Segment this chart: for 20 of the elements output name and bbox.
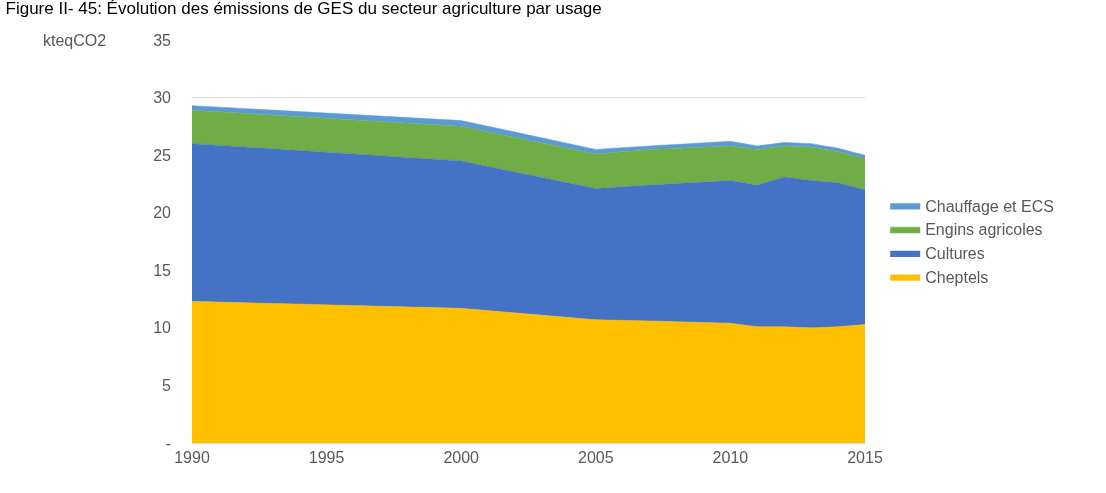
y-tick-label: 20 <box>153 204 172 222</box>
legend-label: Cheptels <box>925 269 989 287</box>
x-tick-label: 1990 <box>174 449 210 467</box>
x-tick-label: 2005 <box>578 449 614 467</box>
x-tick-label: 2010 <box>712 449 749 467</box>
legend-label: Chauffage et ECS <box>925 197 1054 215</box>
chart-title: Figure II- 45: Évolution des émissions de GES du secteur agriculture par usage <box>5 0 602 19</box>
y-tick-label: 15 <box>153 261 172 279</box>
y-tick-label: 35 <box>153 31 172 49</box>
y-tick-label: 5 <box>162 377 172 395</box>
legend-label: Cultures <box>925 245 985 263</box>
x-tick-label: 2015 <box>847 449 883 467</box>
legend-label: Engins agricoles <box>925 221 1043 239</box>
y-tick-label: 10 <box>153 319 172 337</box>
y-tick-label: 25 <box>153 146 172 164</box>
y-axis-title: kteqCO2 <box>43 32 107 49</box>
x-tick-label: 2000 <box>443 449 480 467</box>
y-tick-label: 30 <box>153 89 172 107</box>
x-tick-label: 1995 <box>308 449 345 467</box>
y-tick-label: - <box>165 434 171 452</box>
